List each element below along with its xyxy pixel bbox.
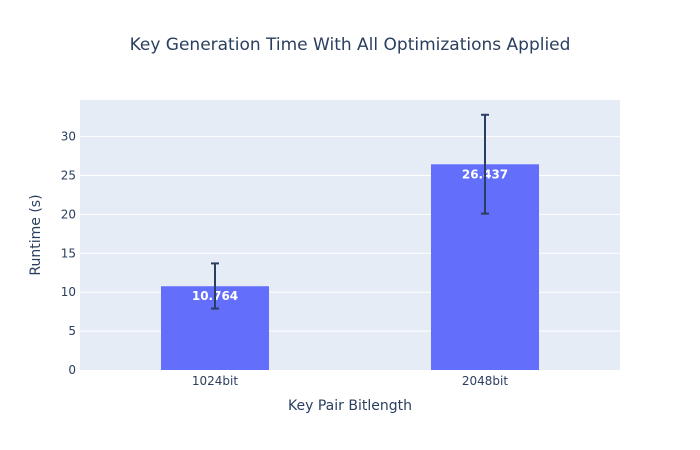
y-axis-ticks: 0 5 10 15 20 25 30 bbox=[61, 130, 76, 377]
y-tick-label: 25 bbox=[61, 168, 76, 182]
y-tick-label: 30 bbox=[61, 130, 76, 144]
x-axis-title: Key Pair Bitlength bbox=[288, 398, 412, 414]
x-tick-label: 1024bit bbox=[192, 374, 238, 388]
chart-title: Key Generation Time With All Optimizatio… bbox=[130, 35, 571, 55]
error-bar bbox=[481, 113, 489, 215]
x-axis-ticks: 1024bit 2048bit bbox=[192, 374, 508, 388]
bars: 10.76426.437 bbox=[161, 113, 539, 370]
y-tick-label: 0 bbox=[68, 363, 76, 377]
y-tick-label: 5 bbox=[68, 324, 76, 338]
y-tick-label: 15 bbox=[61, 246, 76, 260]
y-axis-title: Runtime (s) bbox=[28, 194, 44, 275]
y-tick-label: 20 bbox=[61, 207, 76, 221]
error-bar bbox=[211, 262, 219, 310]
y-tick-label: 10 bbox=[61, 285, 76, 299]
x-tick-label: 2048bit bbox=[462, 374, 508, 388]
